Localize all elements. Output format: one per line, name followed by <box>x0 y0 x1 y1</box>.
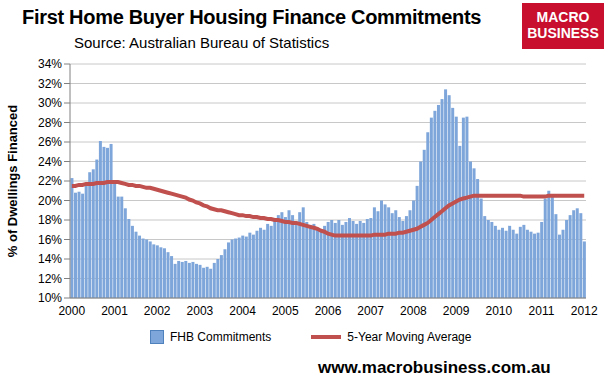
svg-text:% of Dwellings Financed: % of Dwellings Financed <box>5 105 20 257</box>
html-text:Source: Australian Bureau of S: Source: Australian Bureau of Statistics <box>74 34 330 51</box>
html-text:www.macrobusiness.com.au: www.macrobusiness.com.au <box>318 358 551 377</box>
svg-text:10%: 10% <box>38 291 62 305</box>
svg-text:2002: 2002 <box>144 304 171 318</box>
svg-text:2001: 2001 <box>101 304 128 318</box>
svg-text:2003: 2003 <box>187 304 214 318</box>
svg-text:2012: 2012 <box>571 304 598 318</box>
svg-text:2008: 2008 <box>400 304 427 318</box>
svg-text:2011: 2011 <box>529 304 555 318</box>
svg-text:2000: 2000 <box>58 304 85 318</box>
svg-text:2005: 2005 <box>272 304 299 318</box>
svg-text:2009: 2009 <box>443 304 470 318</box>
svg-text:12%: 12% <box>38 272 62 286</box>
svg-text:24%: 24% <box>38 155 62 169</box>
svg-text:2010: 2010 <box>485 304 512 318</box>
html-text:First Home Buyer Housing Finan: First Home Buyer Housing Finance Commitm… <box>22 6 482 28</box>
svg-text:16%: 16% <box>38 233 62 247</box>
svg-text:30%: 30% <box>38 96 62 110</box>
svg-text:18%: 18% <box>38 213 62 227</box>
svg-text:28%: 28% <box>38 116 62 130</box>
svg-text:32%: 32% <box>38 77 62 91</box>
svg-text:14%: 14% <box>38 252 62 266</box>
html-text:FHB Commitments: FHB Commitments <box>170 330 272 344</box>
html-text:MACRO: MACRO <box>536 9 590 25</box>
html-text:5-Year Moving Average: 5-Year Moving Average <box>347 330 472 344</box>
svg-text:2007: 2007 <box>357 304 384 318</box>
svg-text:2004: 2004 <box>229 304 256 318</box>
svg-text:26%: 26% <box>38 135 62 149</box>
svg-text:22%: 22% <box>38 174 62 188</box>
svg-text:2006: 2006 <box>315 304 342 318</box>
html-text:BUSINESS: BUSINESS <box>527 25 599 41</box>
svg-text:20%: 20% <box>38 194 62 208</box>
svg-text:34%: 34% <box>38 57 62 71</box>
